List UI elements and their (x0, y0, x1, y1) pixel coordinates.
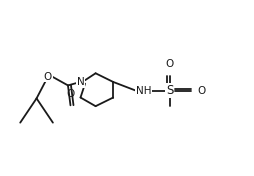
Text: NH: NH (136, 86, 151, 96)
Text: O: O (44, 72, 52, 82)
Text: O: O (166, 59, 174, 69)
Text: S: S (166, 84, 173, 97)
Text: O: O (66, 89, 75, 99)
Text: N: N (77, 77, 84, 87)
Text: O: O (197, 86, 205, 96)
